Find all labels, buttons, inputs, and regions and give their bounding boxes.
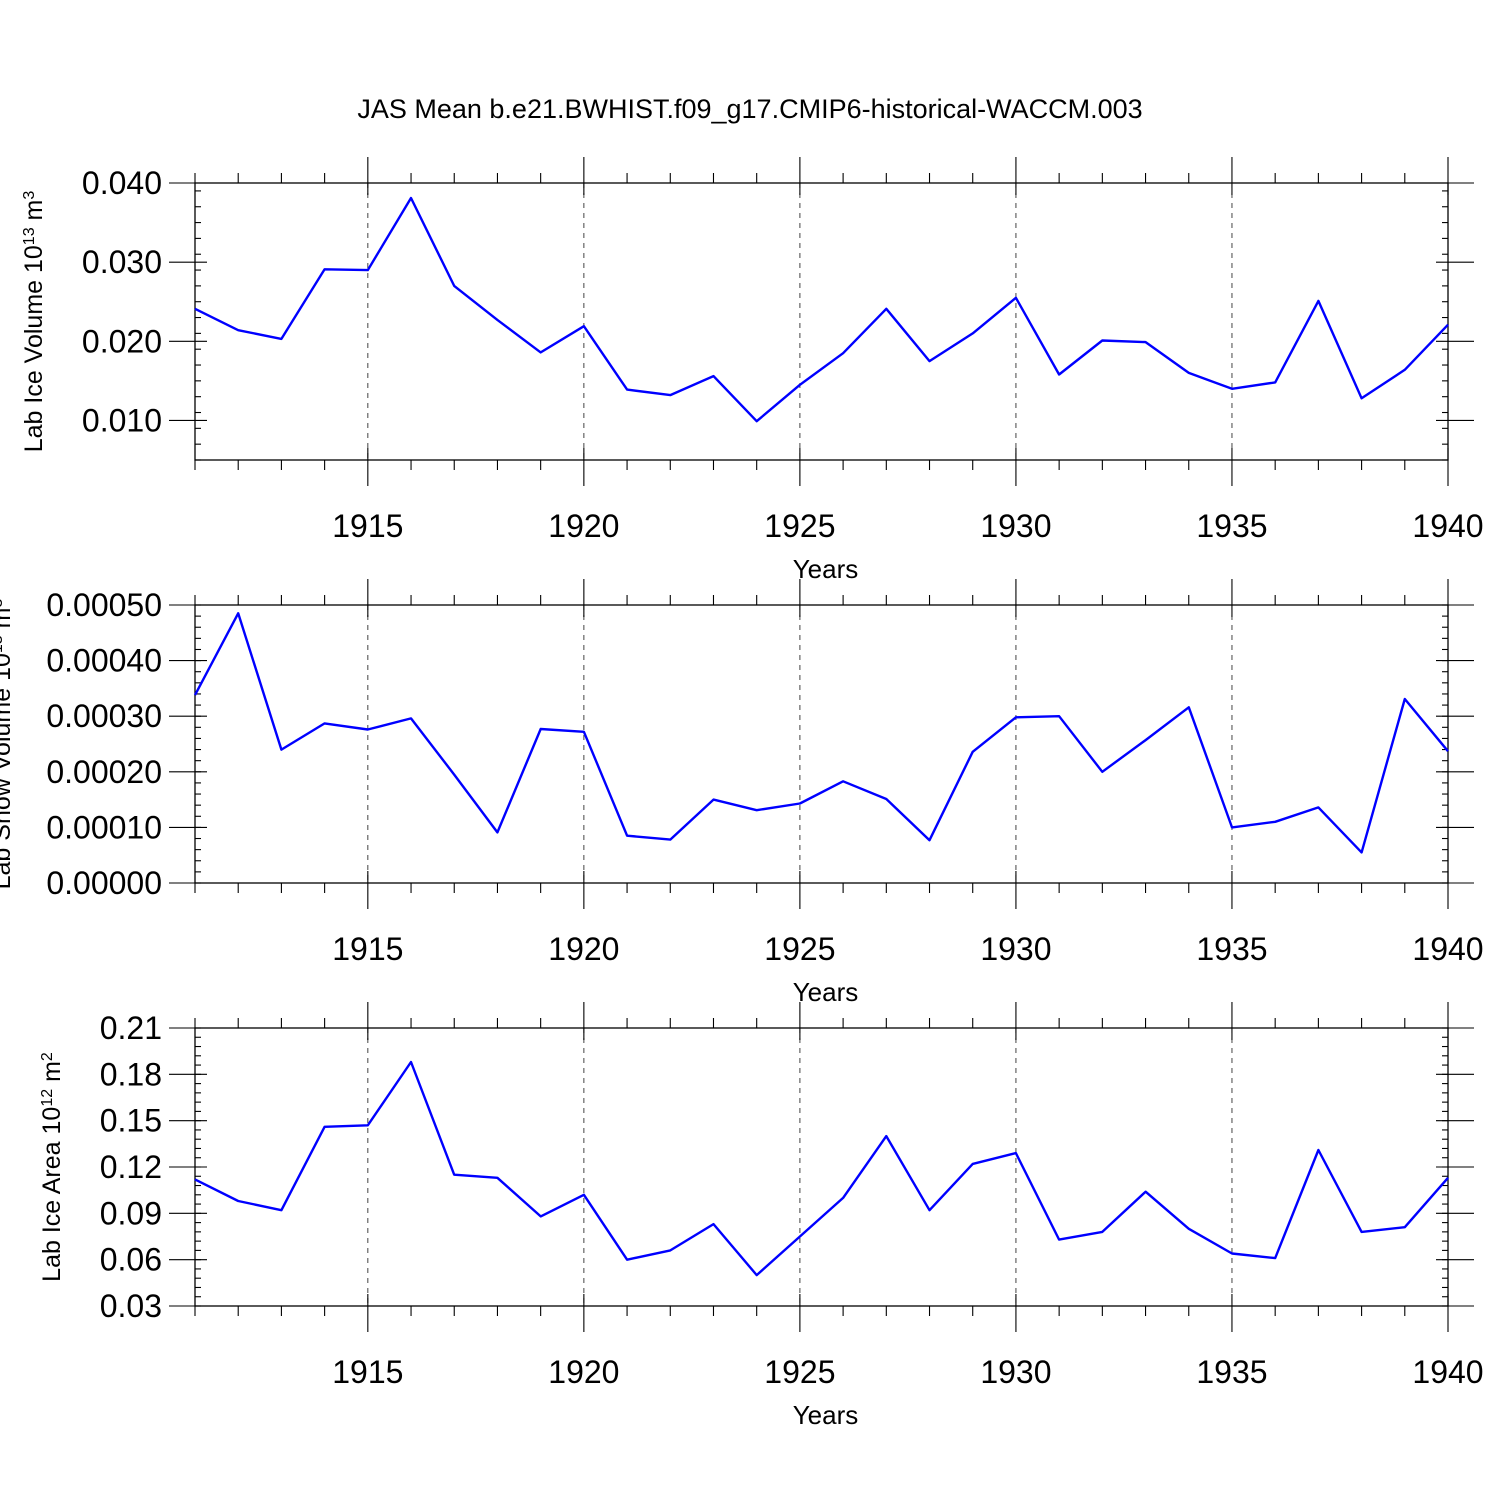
panel-2-y-label-main: Lab Snow Volume 10 — [0, 653, 16, 889]
panel-3-series-line — [194, 1060, 1449, 1277]
panel-2-x-axis-label: Years — [793, 977, 859, 1007]
panel-3-y-tick-label: 0.18 — [100, 1056, 162, 1092]
panel-3-y-label-exponent: 12 — [39, 1089, 56, 1107]
panel-1-frame — [194, 182, 1449, 461]
panel-3-y-tick-label: 0.12 — [100, 1149, 162, 1185]
panel-3-y-tick-label: 0.06 — [100, 1242, 162, 1278]
panel-1-x-tick-label-1925: 1925 — [764, 508, 835, 544]
panel-3-x-tick-label-1920: 1920 — [548, 1354, 619, 1390]
panel-3-x-tick-label-1930: 1930 — [980, 1354, 1051, 1390]
panel-2-y-tick-label: 0.00000 — [46, 865, 162, 901]
panel-3-x-tick-label-1915: 1915 — [332, 1354, 403, 1390]
panel-3-y-tick-label: 0.15 — [100, 1103, 162, 1139]
panel-3-y-tick-label: 0.09 — [100, 1195, 162, 1231]
panel-1-y-tick-label: 0.010 — [82, 402, 162, 438]
panel-1-y-label-unit-exponent: 3 — [21, 191, 38, 200]
panel-3-x-tick-label-1935: 1935 — [1196, 1354, 1267, 1390]
panel-2-y-label-exponent: 13 — [0, 635, 6, 653]
panel-2-x-tick-label-1930: 1930 — [980, 931, 1051, 967]
panel-3-y-axis-label: Lab Ice Area 1012 m2 — [38, 1052, 66, 1282]
panel-1-x-tick-label-1915: 1915 — [332, 508, 403, 544]
panel-2-frame — [194, 604, 1449, 884]
panel-1-x-tick-label-1940: 1940 — [1412, 508, 1483, 544]
panel-1-y-tick-label: 0.030 — [82, 244, 162, 280]
panel-2-x-tick-label-1915: 1915 — [332, 931, 403, 967]
panel-2-y-tick-label: 0.00030 — [46, 698, 162, 734]
panel-2-x-tick-label-1920: 1920 — [548, 931, 619, 967]
panel-3-y-tick-label: 0.21 — [100, 1010, 162, 1046]
panel-1-series-line — [194, 196, 1449, 423]
panel-2-y-tick-label: 0.00050 — [46, 587, 162, 623]
panel-2-y-tick-label: 0.00040 — [46, 643, 162, 679]
figure-title: JAS Mean b.e21.BWHIST.f09_g17.CMIP6-hist… — [357, 94, 1142, 124]
panel-2-x-tick-label-1935: 1935 — [1196, 931, 1267, 967]
panel-3-y-label-main: Lab Ice Area 10 — [38, 1107, 66, 1282]
panel-3-y-tick-label: 0.03 — [100, 1288, 162, 1324]
panel-1-y-tick-label: 0.020 — [82, 323, 162, 359]
panel-1-y-tick-label: 0.040 — [82, 165, 162, 201]
panel-2-series-line — [193, 612, 1449, 854]
panel-2-y-axis-label: Lab Snow Volume 1013 m3 — [0, 599, 16, 890]
panel-2-x-tick-label-1940: 1940 — [1412, 931, 1483, 967]
panel-1-x-axis-label: Years — [793, 554, 859, 584]
panel-1-y-label-unit: m — [20, 200, 48, 228]
panel-2-y-label-unit-exponent: 3 — [0, 599, 6, 608]
panel-3-y-label-unit-exponent: 2 — [39, 1052, 56, 1061]
panel-2-y-label-unit: m — [0, 608, 16, 636]
panel-2-y-tick-label: 0.00010 — [46, 809, 162, 845]
panel-1-y-label-main: Lab Ice Volume 10 — [20, 245, 48, 452]
panel-1-y-axis-label: Lab Ice Volume 1013 m3 — [20, 191, 48, 453]
panel-1-x-tick-label-1920: 1920 — [548, 508, 619, 544]
panel-1-x-tick-label-1930: 1930 — [980, 508, 1051, 544]
panel-3-x-axis-label: Years — [793, 1400, 859, 1430]
panel-3-x-tick-label-1925: 1925 — [764, 1354, 835, 1390]
panel-3-x-tick-label-1940: 1940 — [1412, 1354, 1483, 1390]
panel-2-y-tick-label: 0.00020 — [46, 754, 162, 790]
panel-1-y-label-exponent: 13 — [21, 227, 38, 245]
panel-2-x-tick-label-1925: 1925 — [764, 931, 835, 967]
panel-3-frame — [194, 1027, 1449, 1307]
panel-3-y-label-unit: m — [38, 1061, 66, 1089]
panel-1-x-tick-label-1935: 1935 — [1196, 508, 1267, 544]
